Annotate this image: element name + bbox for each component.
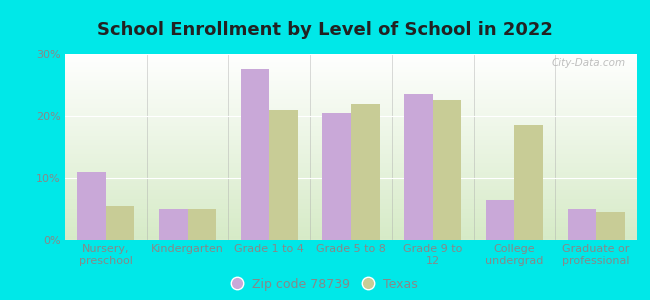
Text: School Enrollment by Level of School in 2022: School Enrollment by Level of School in … bbox=[97, 21, 553, 39]
Bar bbox=[322, 113, 351, 240]
Text: City-Data.com: City-Data.com bbox=[551, 58, 625, 68]
Bar bbox=[240, 70, 269, 240]
Legend: Zip code 78739, Texas: Zip code 78739, Texas bbox=[233, 278, 417, 291]
Bar bbox=[77, 172, 106, 240]
Bar bbox=[404, 94, 433, 240]
Bar bbox=[433, 100, 462, 240]
Bar bbox=[269, 110, 298, 240]
Bar bbox=[351, 103, 380, 240]
Bar bbox=[486, 200, 514, 240]
Bar bbox=[159, 209, 188, 240]
Bar bbox=[596, 212, 625, 240]
Bar bbox=[188, 209, 216, 240]
Bar bbox=[567, 209, 596, 240]
Bar bbox=[106, 206, 135, 240]
Bar bbox=[514, 125, 543, 240]
